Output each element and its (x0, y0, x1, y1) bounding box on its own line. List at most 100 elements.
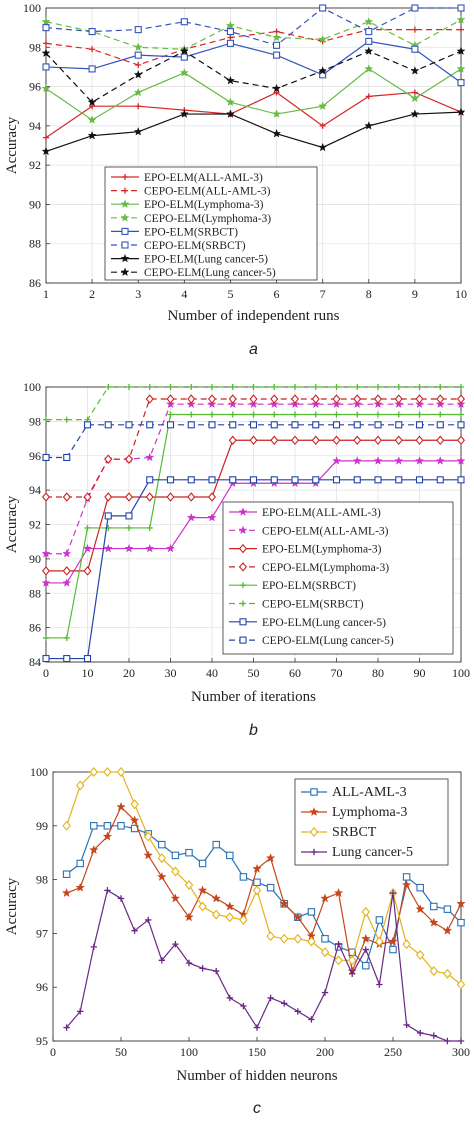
data-point-epo-elm-all-aml-3 (394, 456, 404, 465)
data-point-srbct (429, 966, 439, 977)
data-point-lung-cancer-5 (131, 927, 138, 934)
data-point-srbct (320, 947, 330, 958)
data-point-srbct (184, 879, 194, 890)
data-point-epo-elm-all-aml-3 (103, 543, 113, 553)
legend-marker-epo-elm-lymphoma-3 (120, 199, 130, 209)
plot-area-frame (45, 7, 462, 284)
data-point-cepo-elm-lung-cancer-5 (41, 48, 51, 58)
data-point-all-aml-3 (253, 878, 261, 887)
data-point-lung-cancer-5 (117, 895, 125, 902)
data-point-epo-elm-srbct (146, 524, 153, 531)
data-point-all-aml-3 (416, 883, 424, 892)
data-point-cepo-elm-all-aml-3 (89, 46, 96, 53)
data-point-epo-elm-srbct (43, 634, 49, 641)
legend-entry-cepo-elm-srbct: CEPO-ELM(SRBCT) (144, 240, 246, 252)
data-point-epo-elm-lymphoma-3 (436, 435, 445, 446)
data-point-cepo-elm-lymphoma-3 (83, 492, 92, 502)
data-point-cepo-elm-srbct (437, 384, 444, 390)
data-point-all-aml-3 (212, 840, 220, 849)
x-tick-label: 40 (206, 666, 218, 680)
x-tick-label: 9 (412, 287, 418, 301)
data-point-cepo-elm-srbct (319, 4, 327, 12)
legend-marker-cepo-elm-lymphoma-3 (238, 562, 248, 572)
data-point-epo-elm-srbct (63, 634, 70, 641)
data-point-epo-elm-srbct (416, 411, 423, 418)
legend-marker-srbct (309, 826, 319, 838)
data-point-srbct (103, 766, 112, 778)
data-point-lymphoma-3 (252, 863, 262, 873)
legend-marker-lymphoma-3 (309, 806, 319, 817)
x-tick-label: 7 (320, 287, 326, 301)
x-tick-label: 20 (123, 666, 135, 680)
data-point-epo-elm-lymphoma-3 (41, 83, 51, 93)
data-point-cepo-elm-all-aml-3 (373, 399, 383, 409)
data-point-cepo-elm-srbct (271, 384, 278, 390)
x-tick-label: 80 (372, 666, 384, 680)
data-point-cepo-elm-all-aml-3 (290, 399, 300, 409)
data-point-epo-elm-lymphoma-3 (166, 492, 175, 502)
data-point-epo-elm-lymphoma-3 (318, 101, 328, 111)
x-axis-label: Number of independent runs (167, 308, 339, 324)
data-point-lymphoma-3 (401, 879, 412, 890)
data-point-lymphoma-3 (442, 925, 453, 935)
data-point-lymphoma-3 (224, 901, 235, 911)
data-point-epo-elm-lung-cancer-5 (208, 476, 216, 484)
series-group (41, 384, 466, 663)
data-point-epo-elm-all-aml-3 (41, 578, 51, 587)
y-tick-label: 98 (29, 414, 41, 428)
data-point-lung-cancer-5 (335, 940, 342, 948)
data-point-lung-cancer-5 (376, 981, 383, 988)
data-point-epo-elm-lymphoma-3 (415, 435, 424, 446)
data-point-epo-elm-all-aml-3 (165, 543, 176, 553)
data-point-srbct (116, 766, 126, 778)
data-point-epo-elm-lymphoma-3 (87, 115, 97, 124)
y-tick-label: 86 (29, 621, 41, 635)
data-point-cepo-elm-lymphoma-3 (394, 394, 403, 404)
series-line-epo-elm-lung-cancer-5 (45, 111, 462, 152)
legend-entry-cepo-elm-srbct: CEPO-ELM(SRBCT) (262, 599, 364, 611)
data-point-epo-elm-lung-cancer-5 (42, 655, 50, 663)
y-tick-label: 84 (29, 655, 41, 669)
data-point-cepo-elm-srbct (43, 416, 49, 423)
legend: EPO-ELM(ALL-AML-3)CEPO-ELM(ALL-AML-3)EPO… (104, 166, 318, 281)
data-point-epo-elm-lung-cancer-5 (456, 107, 466, 116)
data-point-srbct (279, 933, 289, 944)
data-point-cepo-elm-srbct (167, 384, 174, 390)
data-point-cepo-elm-srbct (63, 416, 70, 423)
series-line-epo-elm-lymphoma-3 (45, 68, 462, 121)
data-point-cepo-elm-lung-cancer-5 (63, 453, 71, 462)
series-line-cepo-elm-srbct (45, 7, 461, 46)
data-point-all-aml-3 (103, 822, 112, 830)
data-point-epo-elm-srbct (354, 411, 361, 418)
data-point-epo-elm-all-aml-3 (456, 456, 466, 465)
data-point-cepo-elm-all-aml-3 (311, 399, 321, 409)
data-point-cepo-elm-lung-cancer-5 (312, 421, 320, 429)
legend-marker-cepo-elm-srbct (121, 241, 129, 249)
data-point-cepo-elm-lung-cancer-5 (318, 66, 328, 75)
legend: ALL-AML-3 Lymphoma-3 SRBCT Lung cancer-5 (294, 778, 449, 866)
data-point-lung-cancer-5 (90, 943, 97, 951)
data-point-cepo-elm-lung-cancer-5 (415, 421, 424, 429)
data-point-lymphoma-3 (61, 887, 72, 898)
data-point-epo-elm-srbct (411, 45, 419, 53)
data-point-all-aml-3 (90, 822, 98, 830)
legend-box (104, 166, 318, 281)
legend-box (222, 501, 454, 655)
data-point-cepo-elm-lymphoma-3 (456, 14, 466, 24)
data-point-all-aml-3 (362, 961, 370, 970)
data-point-cepo-elm-all-aml-3 (207, 399, 217, 409)
data-point-epo-elm-lymphoma-3 (311, 435, 320, 446)
data-point-cepo-elm-srbct (88, 28, 96, 36)
legend-entry-epo-elm-lymphoma-3: EPO-ELM(Lymphoma-3) (144, 199, 264, 211)
legend-entry-cepo-elm-all-aml-3: CEPO-ELM(ALL-AML-3) (144, 186, 271, 198)
data-point-srbct (361, 906, 371, 917)
data-point-cepo-elm-lymphoma-3 (207, 394, 217, 404)
data-point-all-aml-3 (62, 870, 71, 878)
data-point-cepo-elm-lung-cancer-5 (457, 421, 465, 429)
legend-entry-all-aml-3: ALL-AML-3 (332, 785, 407, 800)
data-point-srbct (456, 979, 466, 990)
data-point-cepo-elm-srbct (42, 24, 50, 32)
x-tick-label: 0 (43, 666, 49, 680)
data-point-all-aml-3 (185, 848, 193, 857)
data-point-srbct (62, 820, 71, 831)
